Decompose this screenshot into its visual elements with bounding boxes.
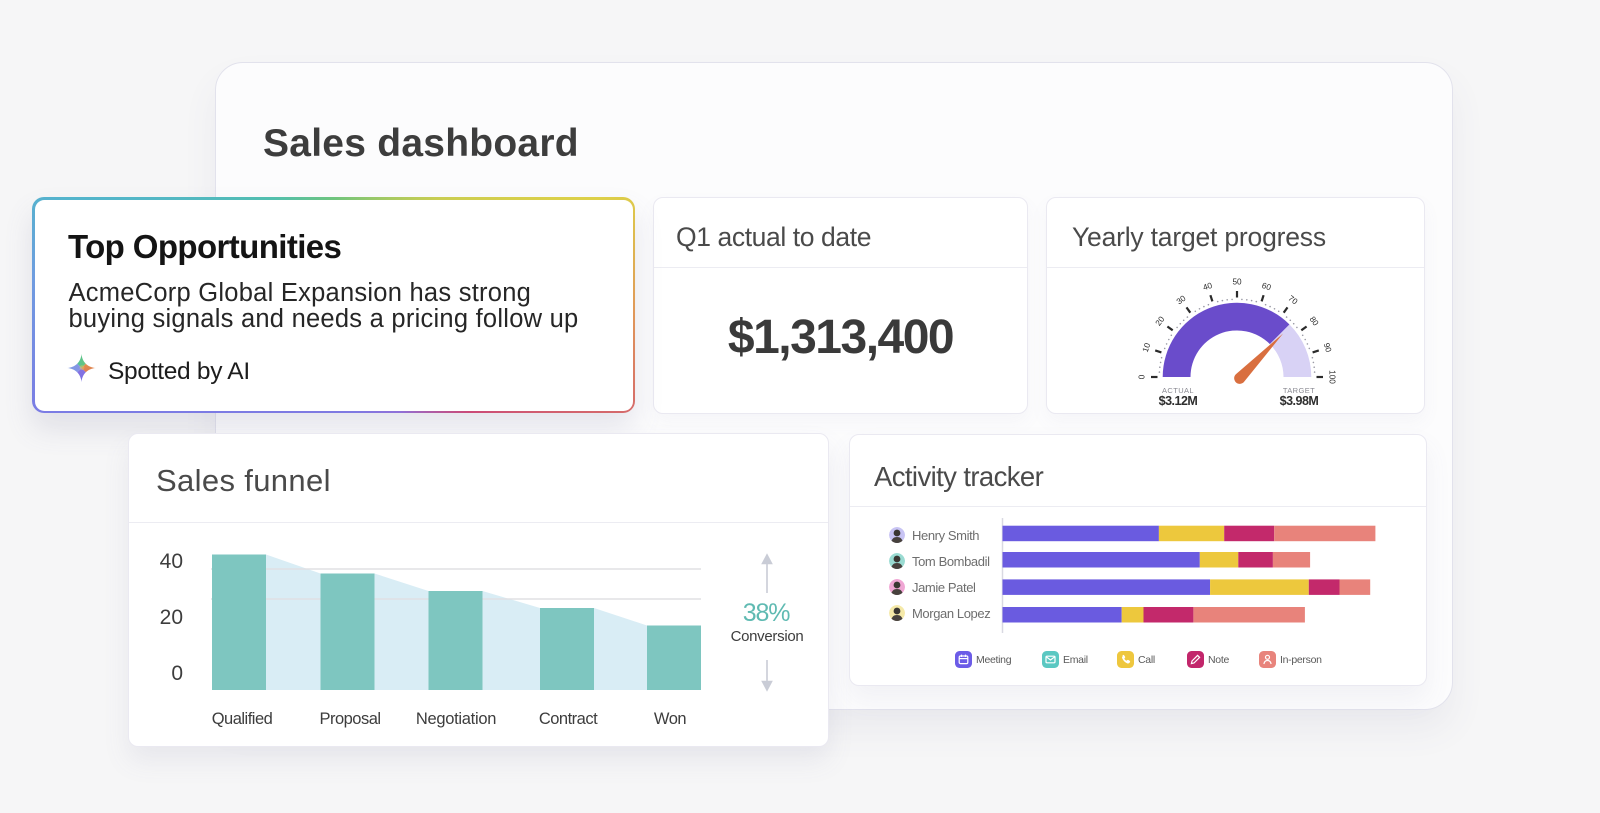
svg-text:100: 100 <box>1328 370 1337 384</box>
svg-text:30: 30 <box>1175 294 1188 307</box>
svg-text:60: 60 <box>1261 281 1273 293</box>
svg-text:90: 90 <box>1322 342 1334 354</box>
svg-text:40: 40 <box>1202 281 1214 293</box>
svg-text:0: 0 <box>1138 374 1147 379</box>
svg-text:10: 10 <box>1141 341 1153 353</box>
svg-text:70: 70 <box>1286 294 1299 307</box>
svg-text:50: 50 <box>1232 278 1242 287</box>
svg-text:20: 20 <box>1154 315 1167 328</box>
svg-text:80: 80 <box>1308 315 1321 328</box>
